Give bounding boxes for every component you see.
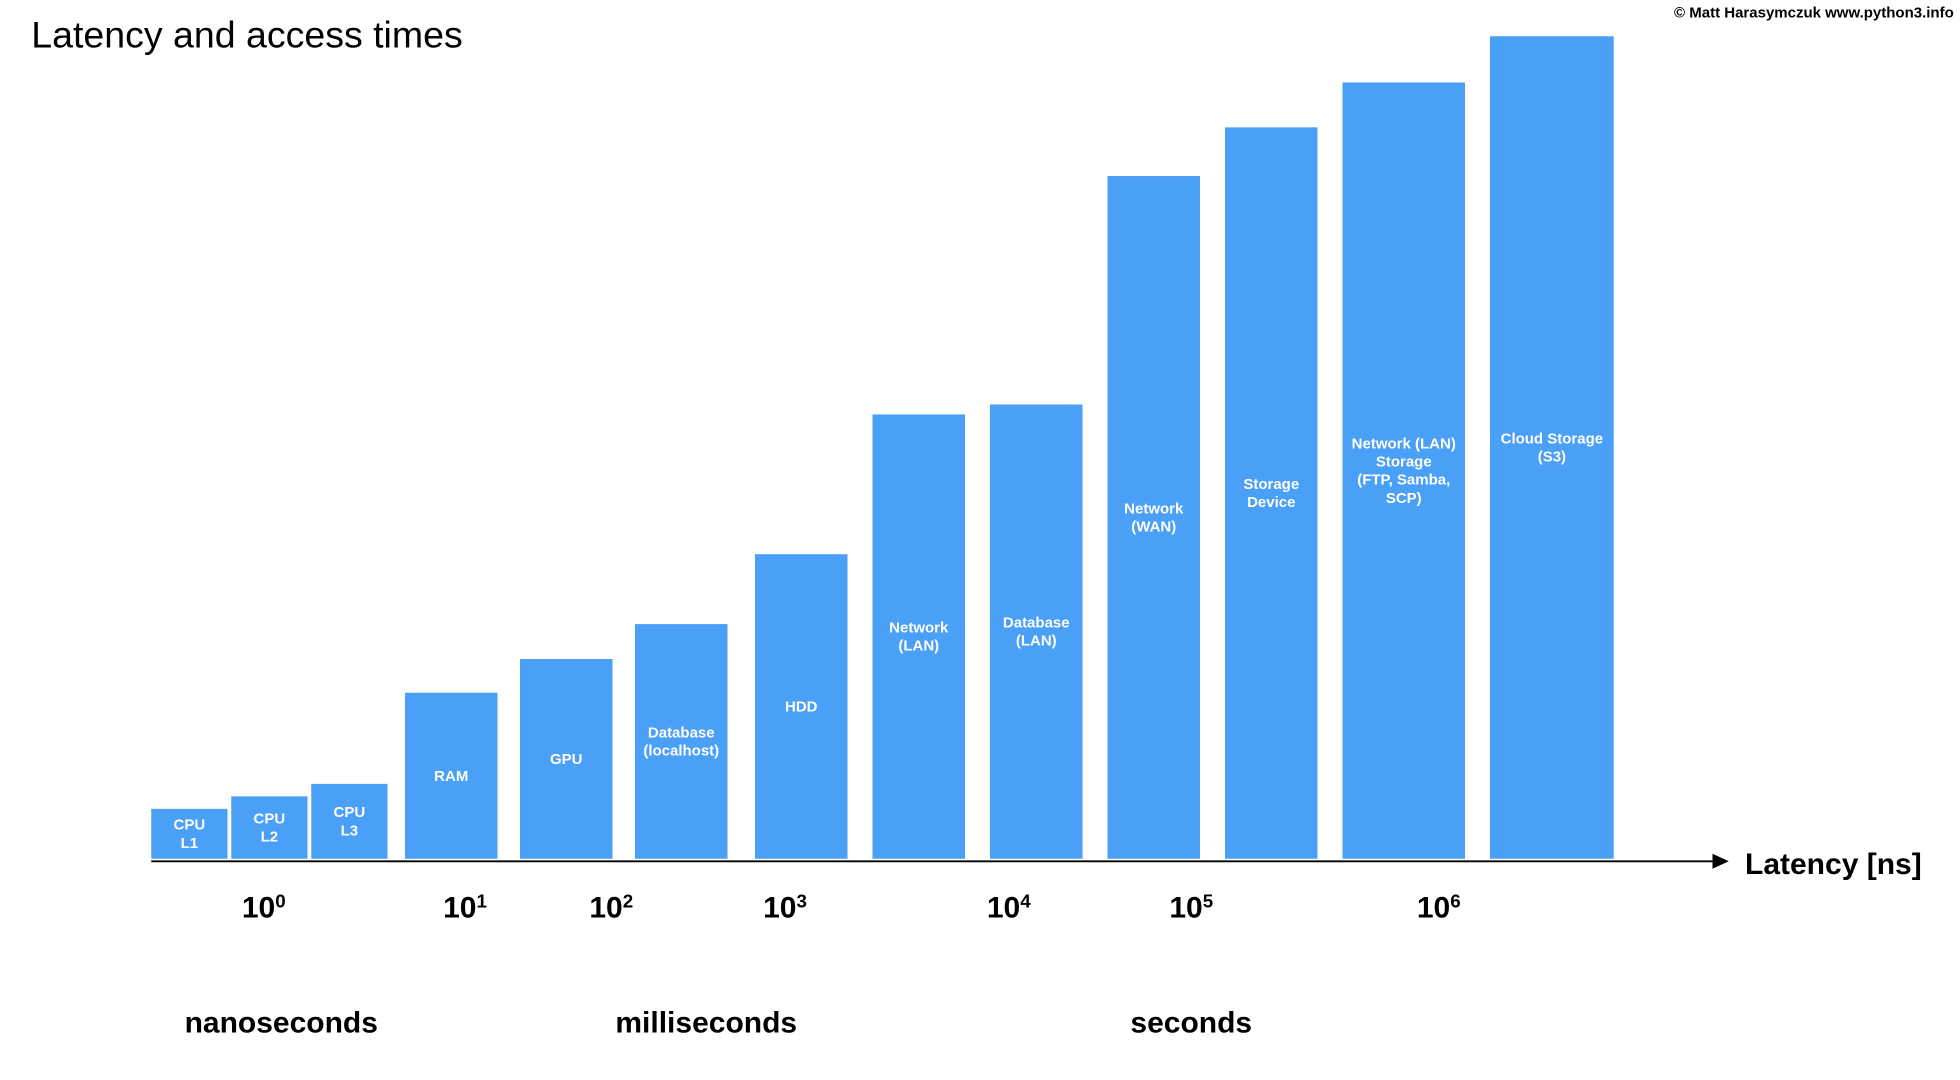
bar-label-line: CPU	[334, 804, 366, 821]
bar	[151, 808, 228, 859]
unit-label: milliseconds	[615, 1007, 797, 1040]
bar-label: Database (LAN)	[1003, 615, 1070, 650]
bar-label-line: (LAN)	[898, 638, 939, 655]
bar-label-line: L3	[341, 822, 359, 839]
bar	[1225, 127, 1318, 859]
bar	[520, 659, 613, 859]
bar	[1342, 82, 1465, 859]
x-tick-label: 100	[242, 891, 286, 925]
bar-label-line: Device	[1247, 494, 1295, 511]
bar-label-line: RAM	[434, 768, 468, 785]
x-tick-base: 10	[443, 892, 476, 925]
bar-label: CPU L3	[334, 804, 366, 839]
bar-label-line: L2	[261, 829, 279, 846]
bar	[635, 624, 728, 859]
bar-label-line: (localhost)	[643, 742, 719, 759]
unit-label: seconds	[1130, 1007, 1252, 1040]
bar	[231, 796, 308, 859]
x-tick-base: 10	[1169, 892, 1202, 925]
bar-label-line: (WAN)	[1131, 518, 1176, 535]
bar-label-line: CPU	[174, 817, 206, 834]
bar	[990, 404, 1083, 859]
bar	[1490, 36, 1614, 859]
bar-label: RAM	[434, 768, 468, 785]
bar	[311, 783, 388, 859]
bar-label-line: Network	[889, 620, 949, 637]
bar-label: Database (localhost)	[643, 724, 719, 759]
bar-label: Cloud Storage (S3)	[1501, 430, 1604, 465]
bar-label-line: Database	[648, 724, 715, 741]
x-tick-label: 101	[443, 891, 487, 925]
x-tick-base: 10	[987, 892, 1020, 925]
x-tick-label: 106	[1417, 891, 1461, 925]
bar-label-line: Storage	[1243, 476, 1299, 493]
x-tick-exponent: 3	[796, 891, 806, 912]
bar	[405, 692, 498, 859]
bar-label-line: CPU	[254, 810, 286, 827]
x-tick-exponent: 6	[1450, 891, 1460, 912]
bar-label-line: HDD	[785, 698, 818, 715]
x-tick-exponent: 4	[1020, 891, 1031, 912]
bar-label-line: (FTP, Samba,	[1357, 472, 1450, 489]
bar-label: GPU	[550, 751, 583, 768]
bar-label: Network (WAN)	[1124, 500, 1184, 535]
unit-label: nanoseconds	[185, 1007, 378, 1040]
bar	[755, 554, 848, 859]
bar-label-line: SCP)	[1386, 490, 1422, 507]
x-tick-exponent: 2	[623, 891, 633, 912]
credit: © Matt Harasymczuk www.python3.info	[1674, 5, 1954, 22]
x-tick-label: 103	[763, 891, 807, 925]
x-tick-base: 10	[589, 892, 622, 925]
x-tick-base: 10	[1417, 892, 1450, 925]
bar-label: Network (LAN)	[889, 620, 949, 655]
bar-label: HDD	[785, 698, 818, 715]
chart-title: Latency and access times	[31, 14, 462, 56]
x-tick-label: 105	[1169, 891, 1213, 925]
bar-label-line: Network	[1124, 500, 1184, 517]
bar-label-line: Storage	[1376, 454, 1432, 471]
bar-label-line: Network (LAN)	[1352, 435, 1456, 452]
bar-label-line: Cloud Storage	[1501, 430, 1604, 447]
bar-label-line: (S3)	[1538, 449, 1566, 466]
axis-arrow	[1712, 853, 1729, 869]
x-tick-exponent: 0	[275, 891, 285, 912]
x-tick-base: 10	[242, 892, 275, 925]
bar-label-line: Database	[1003, 615, 1070, 632]
x-tick-exponent: 1	[476, 891, 486, 912]
x-tick-exponent: 5	[1203, 891, 1213, 912]
bar-label-line: GPU	[550, 751, 583, 768]
bar	[872, 414, 965, 859]
bar-label: CPU L1	[174, 817, 206, 852]
x-tick-label: 102	[589, 891, 633, 925]
bar-label: Storage Device	[1243, 476, 1299, 511]
bar-label: CPU L2	[254, 810, 286, 845]
x-tick-base: 10	[763, 892, 796, 925]
bar-label-line: (LAN)	[1016, 633, 1057, 650]
x-axis-title: Latency [ns]	[1745, 848, 1922, 881]
bar	[1107, 176, 1200, 859]
x-tick-label: 104	[987, 891, 1031, 925]
bar-label-line: L1	[181, 835, 199, 852]
bar-label: Network (LAN) Storage (FTP, Samba, SCP)	[1352, 435, 1456, 506]
